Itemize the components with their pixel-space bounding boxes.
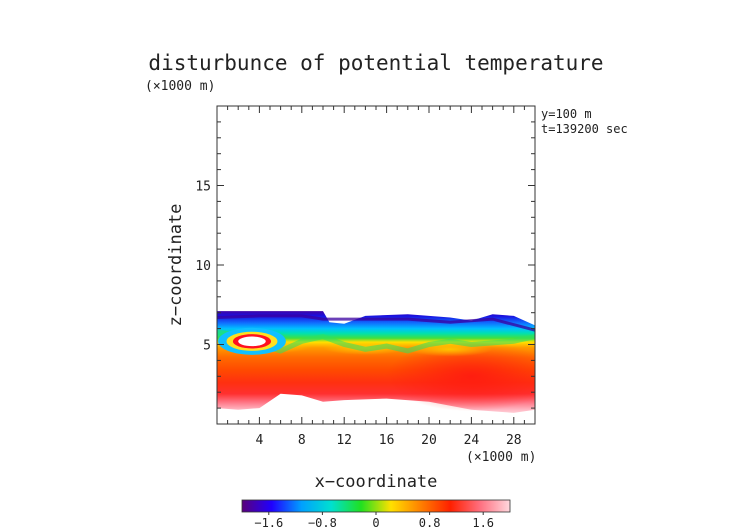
plot-axes: 4 8 12 16 20 24 28 5 10 15 bbox=[195, 105, 536, 448]
x-tick-label: 8 bbox=[298, 433, 306, 448]
heatmap-field bbox=[217, 311, 535, 413]
x-tick-label: 16 bbox=[379, 433, 395, 448]
colorbar-tick-label: −0.8 bbox=[308, 516, 337, 530]
y-tick-label: 10 bbox=[195, 259, 211, 274]
x-tick-label: 28 bbox=[506, 433, 522, 448]
y-axis-label: z−coordinate bbox=[166, 204, 186, 327]
colorbar-ticks: −1.6 −0.8 0 0.8 1.6 bbox=[254, 512, 494, 530]
colorbar-tick-label: 0.8 bbox=[419, 516, 441, 530]
y-tick-label: 5 bbox=[203, 339, 211, 354]
annotation-y: y=100 m bbox=[541, 107, 592, 121]
x-tick-label: 24 bbox=[464, 433, 480, 448]
colorbar-tick-label: 0 bbox=[372, 516, 379, 530]
colorbar-tick-label: −1.6 bbox=[254, 516, 283, 530]
x-tick-label: 20 bbox=[421, 433, 437, 448]
chart-title: disturbunce of potential temperature bbox=[148, 51, 603, 75]
x-unit-label: (×1000 m) bbox=[466, 450, 536, 465]
x-axis-label: x−coordinate bbox=[315, 472, 438, 492]
y-unit-label: (×1000 m) bbox=[145, 79, 215, 94]
x-tick-label: 4 bbox=[255, 433, 263, 448]
colorbar bbox=[241, 499, 511, 513]
y-tick-label: 15 bbox=[195, 180, 211, 195]
warm-core bbox=[386, 341, 535, 412]
annotation-t: t=139200 sec bbox=[541, 122, 628, 136]
colorbar-tick-label: 1.6 bbox=[472, 516, 494, 530]
minimum-layer bbox=[217, 314, 535, 332]
pocket-core bbox=[238, 336, 266, 347]
x-tick-label: 12 bbox=[336, 433, 352, 448]
